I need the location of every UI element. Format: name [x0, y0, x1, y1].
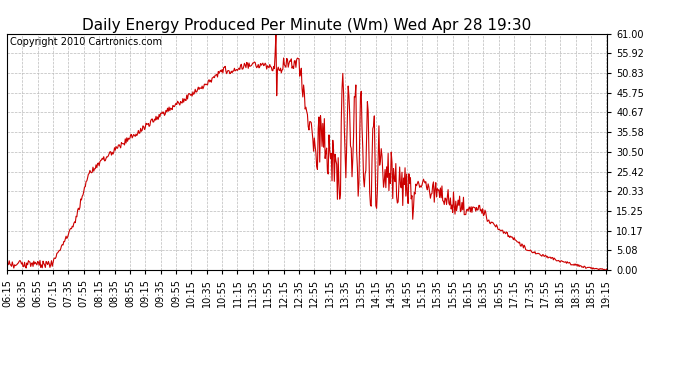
Title: Daily Energy Produced Per Minute (Wm) Wed Apr 28 19:30: Daily Energy Produced Per Minute (Wm) We…	[82, 18, 532, 33]
Text: Copyright 2010 Cartronics.com: Copyright 2010 Cartronics.com	[10, 37, 162, 47]
